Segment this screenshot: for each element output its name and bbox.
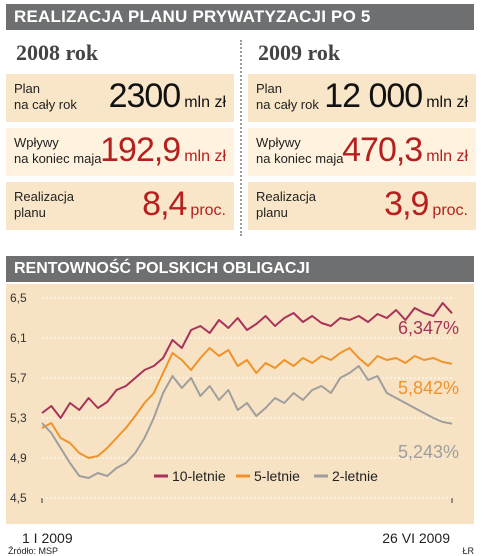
income-unit: mln zł — [426, 148, 468, 165]
realization-label: Realizacja planu — [256, 189, 351, 221]
y-tick-label: 4,9 — [10, 451, 27, 465]
plan-label: Plan na cały rok — [256, 81, 351, 113]
realization-number: 8,4 — [142, 185, 187, 223]
plan-box: Plan na cały rok 12 000 mln zł — [248, 74, 476, 122]
plan-number: 2300 — [108, 77, 182, 115]
chart-area: 6,5 6,1 5,7 5,3 4,9 4,5 6,347% 5,842% 5,243% 10-l… — [6, 284, 474, 524]
plan-value: 12 000 mln zł — [324, 77, 468, 116]
source-note: Źródło: MSP — [8, 546, 59, 556]
income-label-2: na koniec maja — [256, 151, 344, 166]
realization-label-1: Realizacja — [256, 189, 316, 204]
legend-label-ten: 10-letnie — [172, 468, 226, 484]
income-label-1: Wpływy — [14, 135, 59, 150]
income-value: 192,9 mln zł — [100, 131, 226, 170]
y-tick-label: 5,3 — [10, 411, 27, 425]
end-label-two: 5,243% — [398, 442, 459, 462]
y-tick-label: 6,1 — [10, 331, 27, 345]
end-label-ten: 6,347% — [398, 318, 459, 338]
plan-unit: mln zł — [184, 94, 226, 111]
author-signature: ŁR — [462, 546, 474, 556]
main-title: REALIZACJA PLANU PRYWATYZACJI PO 5 MIESI… — [6, 4, 474, 52]
plan-label-2: na cały rok — [14, 97, 77, 112]
income-box: Wpływy na koniec maja 470,3 mln zł — [248, 128, 476, 176]
realization-label-1: Realizacja — [14, 189, 74, 204]
panel-divider — [240, 40, 242, 236]
realization-label-2: planu — [14, 205, 46, 220]
plan-value: 2300 mln zł — [109, 77, 226, 116]
realization-label: Realizacja planu — [14, 189, 109, 221]
plan-unit: mln zł — [426, 94, 468, 111]
income-value: 470,3 mln zł — [342, 131, 468, 170]
income-unit: mln zł — [184, 148, 226, 165]
plan-box: Plan na cały rok 2300 mln zł — [6, 74, 234, 122]
plan-number: 12 000 — [324, 77, 423, 115]
plan-label: Plan na cały rok — [14, 81, 109, 113]
realization-value: 8,4 proc. — [142, 185, 226, 224]
series-line-two — [41, 365, 453, 479]
end-label-five: 5,842% — [398, 378, 459, 398]
realization-box: Realizacja planu 8,4 proc. — [6, 182, 234, 230]
realization-value: 3,9 proc. — [384, 185, 468, 224]
income-label: Wpływy na koniec maja — [14, 135, 109, 167]
series-line-ten — [41, 302, 453, 419]
plan-label-1: Plan — [256, 81, 283, 96]
yield-chart: 6,5 6,1 5,7 5,3 4,9 4,5 6,347% 5,842% 5,243% 10-l… — [10, 291, 459, 505]
realization-unit: proc. — [190, 202, 226, 219]
year-label: 2008 rok — [16, 40, 99, 65]
y-tick-label: 5,7 — [10, 371, 27, 385]
y-tick-label: 4,5 — [10, 491, 27, 505]
realization-label-2: planu — [256, 205, 288, 220]
x-end-label: 26 VI 2009 — [382, 530, 450, 546]
income-label: Wpływy na koniec maja — [256, 135, 351, 167]
panel-2009: 2009 rok Plan na cały rok 12 000 mln zł Wp… — [248, 38, 476, 236]
income-label-2: na koniec maja — [14, 151, 102, 166]
chart-title: RENTOWNOŚĆ POLSKICH OBLIGACJI — [6, 256, 474, 282]
income-number: 192,9 — [100, 131, 181, 169]
legend-label-two: 2-letnie — [332, 468, 378, 484]
realization-box: Realizacja planu 3,9 proc. — [248, 182, 476, 230]
x-start-label: 1 I 2009 — [22, 530, 73, 546]
income-label-1: Wpływy — [256, 135, 301, 150]
panel-2008: 2008 rok Plan na cały rok 2300 mln zł Wpły… — [6, 38, 234, 236]
realization-number: 3,9 — [384, 185, 429, 223]
income-box: Wpływy na koniec maja 192,9 mln zł — [6, 128, 234, 176]
y-tick-label: 6,5 — [10, 291, 27, 305]
income-number: 470,3 — [342, 131, 423, 169]
realization-unit: proc. — [432, 202, 468, 219]
plan-label-2: na cały rok — [256, 97, 319, 112]
plan-label-1: Plan — [14, 81, 41, 96]
series-line-five — [41, 347, 453, 459]
legend-label-five: 5-letnie — [254, 468, 300, 484]
year-label: 2009 rok — [258, 40, 341, 65]
